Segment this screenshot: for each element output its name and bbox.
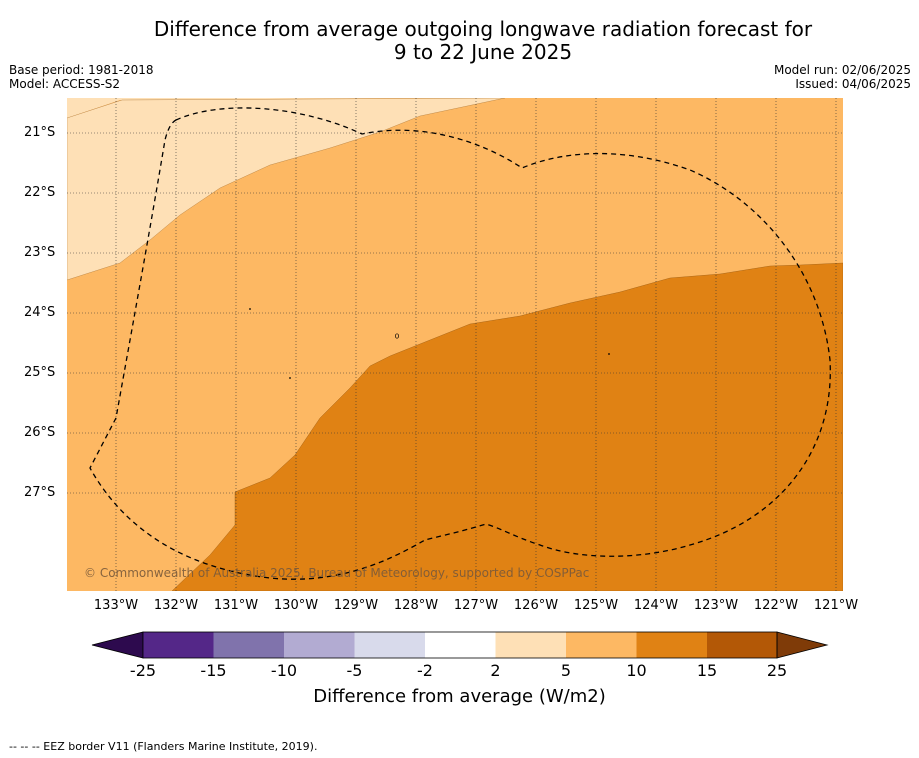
island-mark	[608, 353, 610, 355]
lat-label: 22°S	[24, 185, 56, 200]
model-run: Model run: 02/06/2025	[773, 63, 911, 77]
colorbar	[91, 631, 829, 659]
lat-label: 21°S	[24, 125, 56, 140]
island-mark	[289, 377, 291, 379]
issued-date: Issued: 04/06/2025	[795, 77, 911, 91]
lat-label: 27°S	[24, 485, 56, 500]
title-line-2: 9 to 22 June 2025	[393, 40, 573, 64]
lat-label: 23°S	[24, 245, 56, 260]
colorbar-bin	[495, 632, 566, 658]
model-name: Model: ACCESS-S2	[9, 77, 121, 91]
lon-label: 122°W	[753, 598, 799, 613]
colorbar-bin	[425, 632, 496, 658]
lon-label: 125°W	[573, 598, 619, 613]
anomaly-2-5-region-top	[67, 98, 420, 118]
lat-label: 25°S	[24, 365, 56, 380]
colorbar-bin	[284, 632, 355, 658]
colorbar-extend-low	[91, 631, 144, 659]
lon-label: 121°W	[813, 598, 859, 613]
colorbar-tick: 2	[490, 661, 501, 680]
graticule	[67, 98, 843, 591]
copyright-notice: © Commonwealth of Australia 2025, Bureau…	[84, 566, 590, 580]
colorbar-tick: 10	[626, 661, 647, 680]
lat-label: 26°S	[24, 425, 56, 440]
colorbar-tick: 5	[560, 661, 572, 680]
colorbar-bin	[354, 632, 425, 658]
anomaly-10-15-region	[171, 262, 843, 591]
colorbar-bin	[213, 632, 284, 658]
lon-label: 131°W	[213, 598, 259, 613]
colorbar-frame	[142, 631, 778, 659]
lon-label: 124°W	[633, 598, 679, 613]
lon-label: 128°W	[393, 598, 439, 613]
eez-border	[89, 107, 831, 580]
eez-legend-note: -- -- -- EEZ border V11 (Flanders Marine…	[9, 740, 318, 753]
lon-label: 130°W	[273, 598, 319, 613]
map-fill	[67, 98, 843, 591]
colorbar-tick: -25	[129, 661, 157, 680]
meta-left: Base period: 1981-2018 Model: ACCESS-S2	[9, 63, 154, 91]
lon-label: 126°W	[513, 598, 559, 613]
colorbar-tick: 25	[766, 661, 788, 680]
colorbar-tick: -5	[346, 661, 363, 680]
colorbar-tick: 15	[696, 661, 718, 680]
lon-label: 132°W	[153, 598, 199, 613]
title-line-1: Difference from average outgoing longwav…	[153, 17, 813, 41]
meta-right: Model run: 02/06/2025 Issued: 04/06/2025	[774, 63, 911, 91]
lon-label: 133°W	[93, 598, 139, 613]
anomaly-2-5-region	[67, 98, 506, 281]
lon-label: 127°W	[453, 598, 499, 613]
lon-label: 123°W	[693, 598, 739, 613]
colorbar-tick: -10	[270, 661, 298, 680]
island-mark	[395, 333, 399, 339]
colorbar-bin	[636, 632, 707, 658]
colorbar-tick: -15	[200, 661, 227, 680]
colorbar-bin	[566, 632, 637, 658]
colorbar-tick: -2	[417, 661, 433, 680]
colorbar-label: Difference from average (W/m2)	[313, 686, 606, 707]
colorbar-extend-high	[776, 631, 829, 659]
base-period: Base period: 1981-2018	[9, 63, 154, 77]
lon-label: 129°W	[333, 598, 379, 613]
map-title: Difference from average outgoing longwav…	[0, 18, 919, 64]
colorbar-bin	[143, 632, 214, 658]
colorbar-bin	[707, 632, 777, 658]
lat-label: 24°S	[24, 305, 56, 320]
island-mark	[249, 308, 251, 310]
